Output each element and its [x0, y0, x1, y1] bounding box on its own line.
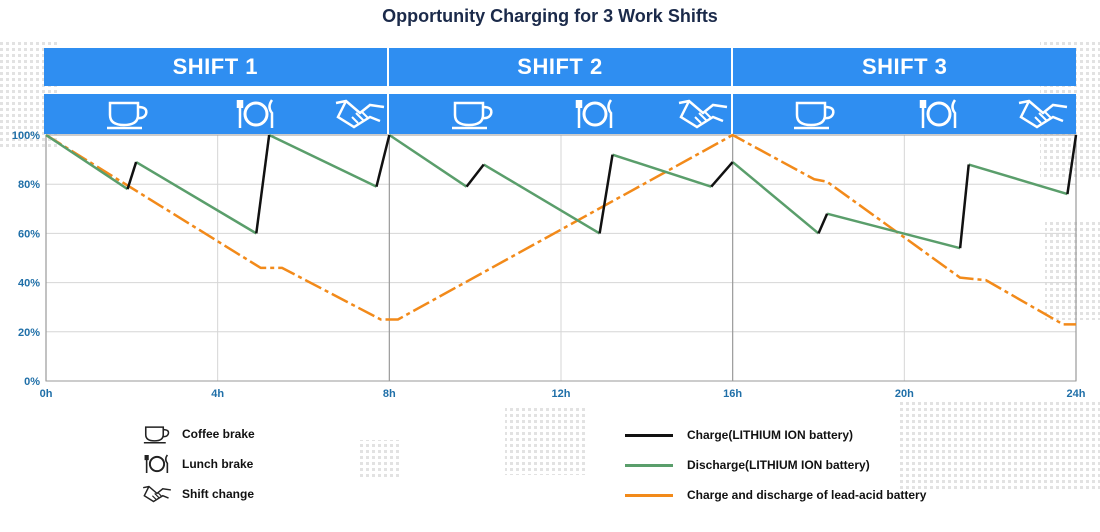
legend-lunch: Lunch brake: [142, 453, 253, 475]
x-tick-label: 20h: [895, 388, 914, 400]
discharge-series-line: [968, 163, 1068, 196]
discharge-series-line: [135, 160, 257, 235]
discharge-series-line: [45, 133, 129, 191]
shift-3-label: SHIFT 3: [733, 48, 1077, 86]
charge-series-line: [1066, 134, 1078, 195]
legend-charge-swatch: [625, 433, 673, 437]
legend-coffee: Coffee brake: [142, 423, 255, 445]
charge-series-line: [375, 134, 391, 187]
charge-series-line: [958, 164, 970, 249]
legend-lunch-label: Lunch brake: [182, 457, 254, 471]
charge-series-line: [710, 161, 734, 188]
shift-header-bar: SHIFT 1 SHIFT 2 SHIFT 3: [44, 48, 1077, 86]
legend-discharge-swatch: [625, 463, 673, 467]
y-tick-label: 60%: [18, 228, 40, 240]
legend-discharge-label: Discharge(LITHIUM ION battery): [687, 458, 870, 472]
discharge-series-line: [826, 212, 961, 250]
chart-title: Opportunity Charging for 3 Work Shifts: [382, 6, 718, 26]
y-tick-label: 0%: [24, 376, 40, 388]
discharge-series-line: [612, 153, 712, 188]
discharge-series-line: [731, 161, 820, 235]
handshake-icon: [335, 99, 385, 129]
shift-2-icons: [389, 94, 734, 134]
legend-lead-acid-swatch: [625, 493, 673, 497]
legend-shift-change-label: Shift change: [182, 487, 255, 501]
discharge-series-line: [268, 133, 378, 188]
x-tick-label: 4h: [211, 388, 224, 400]
legend-shift-change: Shift change: [142, 483, 254, 505]
handshake-icon: [678, 99, 727, 129]
coffee-icon: [794, 101, 835, 130]
legend-lead-acid-label: Charge and discharge of lead-acid batter…: [687, 488, 927, 502]
shift-3-icons: [733, 94, 1076, 134]
discharge-series-line: [388, 133, 468, 188]
x-tick-label: 12h: [552, 388, 571, 400]
x-tick-label: 0h: [40, 388, 53, 400]
y-tick-label: 80%: [18, 179, 40, 191]
legend-discharge: Discharge(LITHIUM ION battery): [625, 458, 870, 472]
lunch-icon: [144, 454, 169, 474]
x-tick-label: 16h: [723, 388, 742, 400]
y-tick-label: 20%: [18, 327, 40, 339]
lead_acid-series-line: [45, 133, 1076, 326]
charge-series-line: [817, 213, 829, 234]
x-tick-label: 8h: [383, 388, 396, 400]
y-tick-label: 40%: [18, 278, 40, 290]
plot-frame: [45, 134, 1077, 382]
charge-series-line: [598, 154, 614, 234]
lunch-icon: [575, 99, 612, 128]
legend-charge: Charge(LITHIUM ION battery): [625, 428, 853, 442]
shift-1-icons: [44, 94, 389, 134]
lunch-icon: [236, 99, 274, 128]
charge-series-line: [465, 163, 485, 188]
discharge-series-line: [483, 163, 601, 235]
legend-coffee-label: Coffee brake: [182, 427, 255, 441]
break-icon-bar: [44, 94, 1076, 134]
y-tick-label: 100%: [12, 130, 40, 142]
legend-lead-acid: Charge and discharge of lead-acid batter…: [625, 488, 926, 502]
shift-2-label: SHIFT 2: [388, 48, 734, 86]
shift-1-label: SHIFT 1: [44, 48, 389, 86]
handshake-icon: [143, 485, 171, 503]
legend-charge-label: Charge(LITHIUM ION battery): [687, 428, 854, 442]
coffee-icon: [143, 426, 170, 444]
charge-series-line: [126, 161, 138, 190]
coffee-icon: [451, 101, 493, 130]
handshake-icon: [1019, 99, 1068, 129]
charge-series-line: [255, 134, 271, 234]
lunch-icon: [920, 99, 957, 128]
x-tick-label: 24h: [1067, 388, 1086, 400]
coffee-icon: [107, 101, 148, 130]
